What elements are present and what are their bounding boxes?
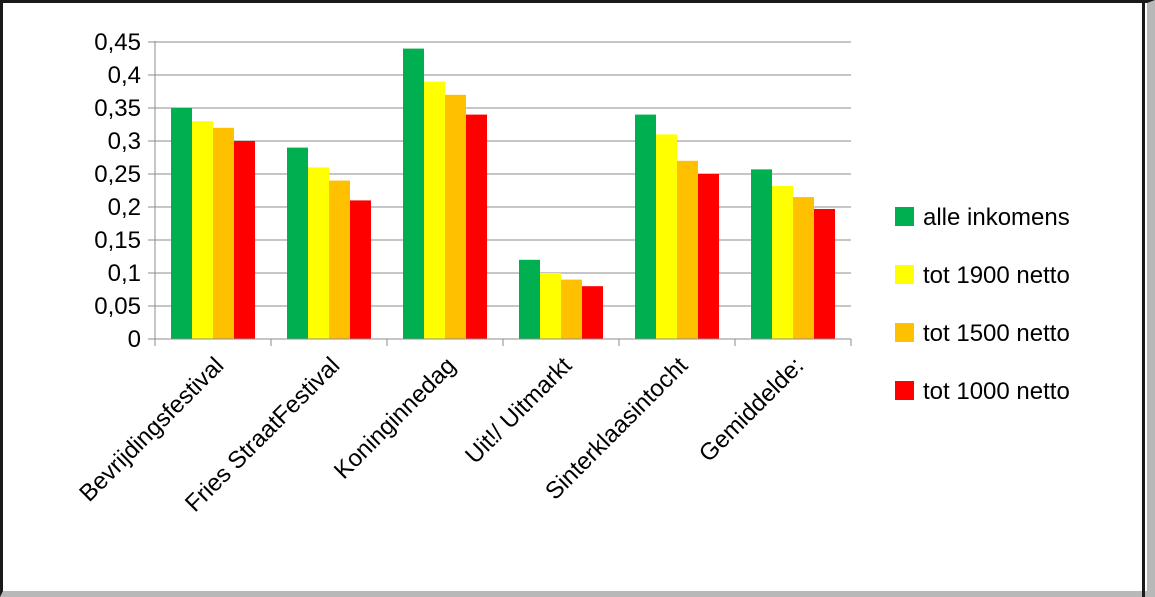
bar <box>329 180 350 339</box>
bar <box>698 174 719 339</box>
bar <box>677 160 698 339</box>
gridlines <box>155 41 851 307</box>
bar <box>171 108 192 339</box>
bar <box>814 208 835 339</box>
bar <box>234 141 255 339</box>
bar <box>424 81 445 339</box>
bar <box>350 200 371 339</box>
bar <box>308 167 329 339</box>
x-tick-label: Gemiddelde: <box>694 352 809 467</box>
frame-border <box>1142 0 1145 597</box>
x-tick-label: Uit!/ Uitmarkt <box>460 352 577 469</box>
legend-label: alle inkomens <box>923 204 1070 231</box>
y-tick-label: 0,35 <box>94 95 141 122</box>
bar <box>772 185 793 339</box>
bar <box>519 259 540 339</box>
y-tick-label: 0,15 <box>94 227 141 254</box>
bar <box>540 273 561 339</box>
y-tick-label: 0,2 <box>108 194 141 221</box>
bars <box>171 48 835 339</box>
bar <box>656 134 677 339</box>
bar <box>561 279 582 339</box>
legend-label: tot 1900 netto <box>923 262 1070 289</box>
bar <box>466 114 487 339</box>
legend-label: tot 1000 netto <box>923 378 1070 405</box>
legend-swatch <box>895 323 914 342</box>
bar <box>635 114 656 339</box>
bar <box>287 147 308 339</box>
legend-swatch <box>895 207 914 226</box>
bar <box>403 48 424 339</box>
bar <box>582 286 603 339</box>
bar <box>213 127 234 339</box>
legend: alle inkomens tot 1900 netto tot 1500 nett… <box>895 204 1070 405</box>
y-tick-label: 0,1 <box>108 260 141 287</box>
axes <box>148 41 852 346</box>
y-tick-label: 0 <box>128 326 141 353</box>
y-tick-label: 0,45 <box>94 29 141 56</box>
legend-label: tot 1500 netto <box>923 320 1070 347</box>
y-tick-labels: 0 0,05 0,1 0,15 0,2 0,25 0,3 0,35 0,4 0,45 <box>94 29 141 353</box>
bar <box>793 197 814 339</box>
x-tick-label: Koninginnedag <box>329 352 461 484</box>
legend-swatch <box>895 381 914 400</box>
legend-swatch <box>895 265 914 284</box>
y-tick-label: 0,25 <box>94 161 141 188</box>
bar <box>192 121 213 339</box>
bar <box>445 94 466 339</box>
y-tick-label: 0,4 <box>108 62 141 89</box>
y-tick-label: 0,3 <box>108 128 141 155</box>
y-tick-label: 0,05 <box>94 293 141 320</box>
bar <box>751 169 772 339</box>
